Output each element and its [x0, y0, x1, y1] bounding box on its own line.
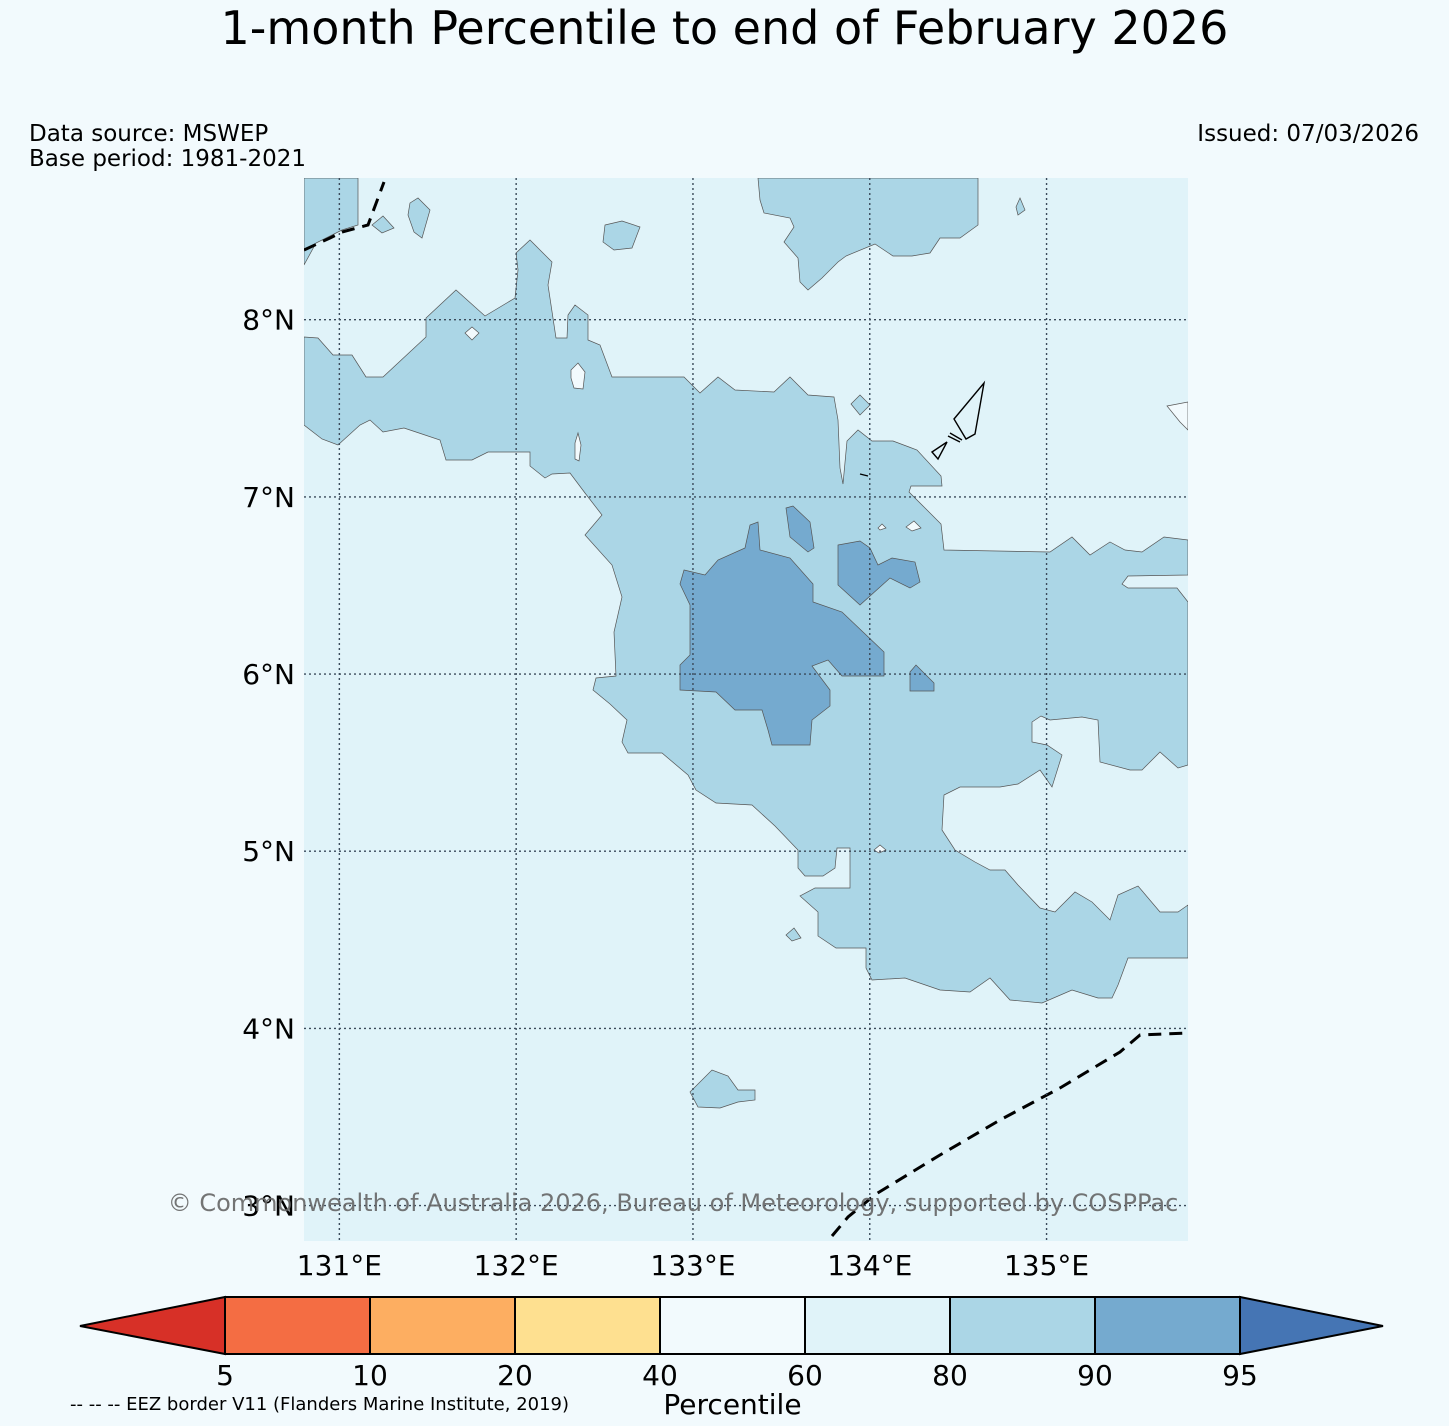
colorbar-tick-label: 20	[497, 1359, 533, 1392]
colorbar-tick-label: 10	[352, 1359, 388, 1392]
colorbar-tick-label: 95	[1222, 1359, 1258, 1392]
region-90-95-core	[679, 521, 885, 746]
percentile-90-95-layer	[679, 505, 935, 746]
colorbar-segment-5-10	[224, 1296, 371, 1355]
copyright-notice: © Commonwealth of Australia 2026, Bureau…	[168, 1189, 1179, 1217]
region-80-90-islet-g	[689, 1069, 756, 1109]
colorbar-tick-label: 60	[787, 1359, 823, 1392]
lon-tick-label: 133°E	[650, 1249, 735, 1282]
longitude-labels: 131°E 132°E 133°E 134°E 135°E	[297, 1249, 1089, 1282]
colorbar-extend-high	[1239, 1295, 1384, 1356]
region-90-95-ne-b	[837, 540, 921, 606]
lat-tick-label: 6°N	[242, 658, 295, 691]
region-40-60-e	[877, 523, 887, 531]
region-80-90-islet-b	[407, 197, 431, 239]
region-80-90-islet-a	[371, 215, 395, 234]
colorbar-title: Percentile	[663, 1388, 802, 1421]
lon-tick-label: 134°E	[827, 1249, 912, 1282]
coastline-layer	[859, 380, 986, 477]
map-gridlines	[304, 178, 1188, 1241]
colorbar-segment-60-80	[804, 1296, 951, 1355]
latitude-labels: 8°N 7°N 6°N 5°N 4°N 3°N	[242, 304, 295, 1223]
coastline-island-small	[930, 441, 948, 461]
data-source-label: Data source: MSWEP	[29, 121, 269, 147]
percentile-40-60-layer	[464, 326, 1188, 854]
eez-border-nw	[304, 181, 386, 252]
lat-tick-label: 5°N	[242, 835, 295, 868]
lat-tick-label: 3°N	[242, 1190, 295, 1223]
coastline-tiny	[859, 473, 869, 477]
colorbar-segment-10-20	[369, 1296, 516, 1355]
colorbar-segment-40-60	[659, 1296, 806, 1355]
region-40-60-g	[873, 844, 887, 854]
colorbar-tick-labels: 5 10 20 40 60 80 90 95	[216, 1359, 1258, 1392]
colorbar-tick-label: 40	[642, 1359, 678, 1392]
colorbar-segment-90-95	[1094, 1296, 1241, 1355]
colorbar-segment-20-40	[514, 1296, 661, 1355]
region-40-60-d	[1166, 401, 1188, 431]
region-40-60-f	[905, 520, 922, 532]
region-80-90-islet-c	[602, 220, 641, 251]
coastline-island-north	[953, 380, 986, 440]
lat-tick-label: 4°N	[242, 1012, 295, 1045]
lon-tick-label: 132°E	[474, 1249, 559, 1282]
data-source-info: Data source: MSWEP Base period: 1981-202…	[29, 122, 306, 172]
base-period-label: Base period: 1981-2021	[29, 146, 307, 172]
colorbar-extend-low	[79, 1295, 226, 1356]
region-90-95-ne-a	[785, 505, 815, 553]
region-90-95-east	[909, 664, 935, 692]
lat-tick-label: 7°N	[242, 481, 295, 514]
region-80-90-islet-f	[785, 927, 802, 942]
lon-tick-label: 131°E	[297, 1249, 382, 1282]
eez-border-se	[830, 1031, 1188, 1237]
eez-border-layer	[304, 181, 1188, 1237]
region-80-90-north	[757, 178, 979, 291]
issued-date: Issued: 07/03/2026	[1197, 121, 1419, 147]
colorbar: 5 10 20 40 60 80 90 95	[79, 1295, 1384, 1392]
region-40-60-c	[574, 431, 582, 462]
colorbar-tick-label: 90	[1077, 1359, 1113, 1392]
map-panel	[304, 178, 1188, 1241]
chart-title: 1-month Percentile to end of February 20…	[220, 1, 1229, 55]
lon-tick-label: 135°E	[1004, 1249, 1089, 1282]
eez-border-legend: -- -- -- EEZ border V11 (Flanders Marine…	[70, 1394, 570, 1415]
region-80-90-nw-corner	[304, 178, 359, 266]
colorbar-tick-label: 5	[216, 1359, 234, 1392]
coastline-islet	[947, 432, 963, 443]
region-80-90-islet-d	[1015, 197, 1026, 216]
region-40-60-a	[464, 326, 480, 341]
region-40-60-b	[570, 362, 586, 390]
colorbar-tick-label: 80	[932, 1359, 968, 1392]
lat-tick-label: 8°N	[242, 304, 295, 337]
colorbar-segment-80-90	[949, 1296, 1096, 1355]
